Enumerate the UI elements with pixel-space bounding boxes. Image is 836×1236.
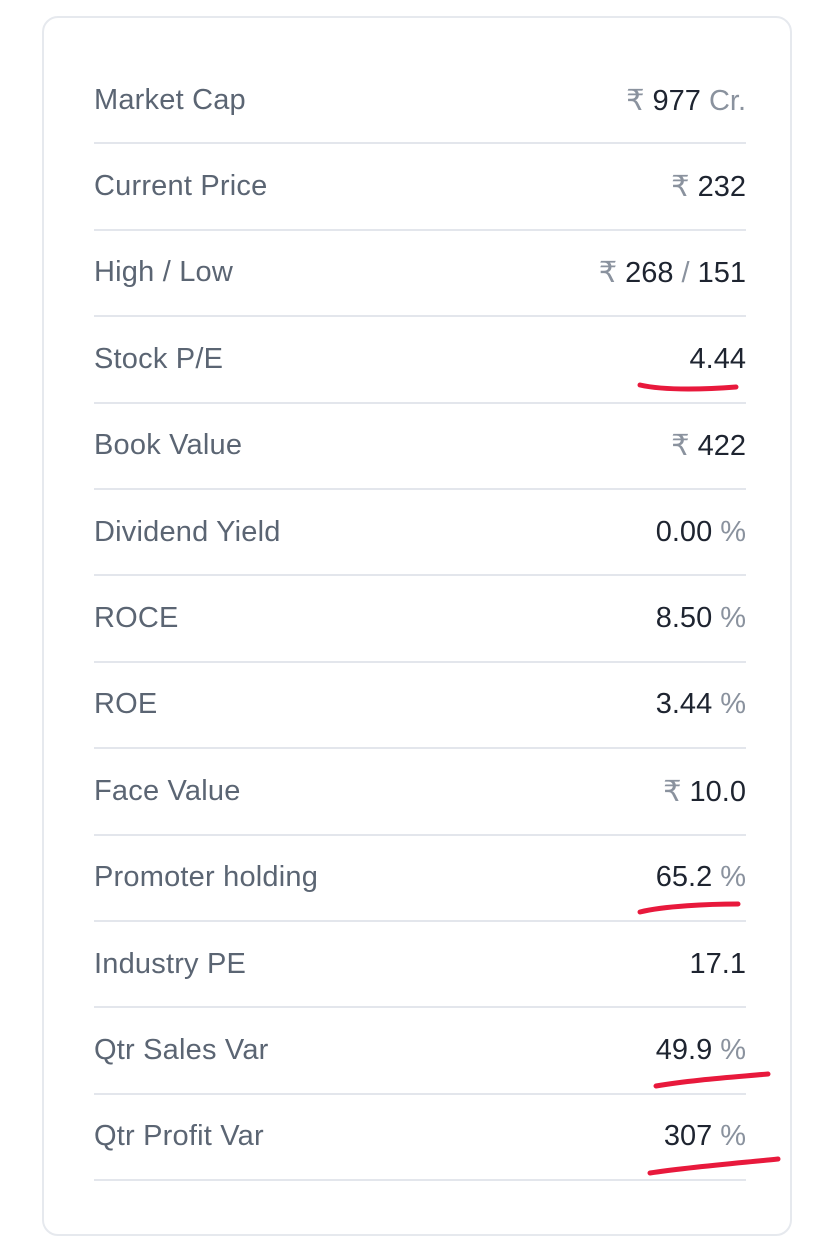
ratio-unit: % <box>720 602 746 635</box>
ratio-unit: % <box>720 861 746 894</box>
ratio-row-roe: ROE 3.44% <box>94 663 746 750</box>
ratio-label: Promoter holding <box>94 861 319 894</box>
ratio-separator: / <box>681 257 690 290</box>
ratio-value: 4.44 <box>690 343 746 376</box>
ratio-label: High / Low <box>94 256 234 289</box>
ratio-label: Book Value <box>94 429 243 462</box>
ratio-row-dividend-yield: Dividend Yield 0.00% <box>94 490 746 577</box>
ratio-number-high: 268 <box>625 257 674 290</box>
ratios-list: Market Cap ₹977 Cr. Current Price ₹232 Hi… <box>94 58 781 1182</box>
ratio-row-stock-pe: Stock P/E 4.44 <box>94 317 746 404</box>
ratio-number: 8.50 <box>655 602 713 635</box>
ratio-label: Face Value <box>94 774 241 807</box>
ratio-number: 17.1 <box>689 947 746 980</box>
ratio-row-book-value: Book Value ₹422 <box>94 404 746 490</box>
company-ratios-card: Market Cap ₹977 Cr. Current Price ₹232 Hi… <box>42 16 792 1236</box>
ratio-label: Market Cap <box>94 83 246 116</box>
rupee-symbol: ₹ <box>626 84 645 117</box>
ratio-row-high-low: High / Low ₹268/151 <box>94 231 746 318</box>
ratio-value: ₹10.0 <box>663 774 746 809</box>
ratio-label: ROCE <box>94 602 179 635</box>
ratio-value: ₹422 <box>671 428 746 463</box>
ratio-value: 3.44% <box>656 688 746 721</box>
ratio-number: 977 <box>652 84 701 117</box>
ratio-row-face-value: Face Value ₹10.0 <box>94 749 746 836</box>
ratio-value: 65.2% <box>656 861 746 894</box>
ratio-value: ₹977 Cr. <box>626 83 746 118</box>
ratio-label: Dividend Yield <box>94 515 281 548</box>
ratio-value: 0.00% <box>656 516 746 549</box>
ratio-row-promoter-holding: Promoter holding 65.2% <box>94 836 746 922</box>
ratio-label: Qtr Profit Var <box>94 1120 264 1153</box>
ratio-value: 8.50% <box>656 602 746 635</box>
ratio-unit: % <box>720 515 746 548</box>
ratio-row-roce: ROCE 8.50% <box>94 576 746 663</box>
ratio-unit: % <box>720 688 746 721</box>
rupee-symbol: ₹ <box>671 171 690 204</box>
highlight-underline <box>637 901 741 915</box>
ratio-number: 0.00 <box>655 515 713 548</box>
ratio-unit: % <box>720 1033 746 1066</box>
ratio-row-industry-pe: Industry PE 17.1 <box>94 922 746 1009</box>
ratio-row-qtr-sales-var: Qtr Sales Var 49.9% <box>94 1008 771 1095</box>
ratio-label: Qtr Sales Var <box>94 1033 269 1066</box>
ratio-label: Stock P/E <box>94 342 224 375</box>
ratio-value: 307% <box>664 1120 746 1153</box>
ratio-row-market-cap: Market Cap ₹977 Cr. <box>94 58 746 145</box>
ratio-number-low: 151 <box>697 257 746 290</box>
ratio-value: ₹232 <box>671 169 746 204</box>
ratio-number: 307 <box>663 1120 713 1153</box>
ratio-unit: % <box>720 1120 746 1153</box>
ratio-number: 10.0 <box>689 775 746 808</box>
ratio-number: 4.44 <box>689 342 746 375</box>
ratio-label: Industry PE <box>94 947 247 980</box>
ratio-label: ROE <box>94 688 158 721</box>
ratio-label: Current Price <box>94 170 268 203</box>
ratio-value: ₹268/151 <box>599 255 746 290</box>
highlight-underline <box>647 1156 781 1176</box>
rupee-symbol: ₹ <box>598 257 618 290</box>
ratio-value: 49.9% <box>656 1034 746 1067</box>
ratio-number: 65.2 <box>655 861 713 894</box>
ratio-value: 17.1 <box>690 948 746 981</box>
ratio-unit: Cr. <box>708 84 746 117</box>
ratio-number: 232 <box>697 171 746 204</box>
ratio-number: 422 <box>697 430 746 463</box>
rupee-symbol: ₹ <box>663 775 682 808</box>
rupee-symbol: ₹ <box>671 430 690 463</box>
ratio-row-qtr-profit-var: Qtr Profit Var 307% <box>94 1095 781 1182</box>
ratio-row-current-price: Current Price ₹232 <box>94 144 746 231</box>
ratio-number: 3.44 <box>655 688 713 721</box>
ratio-number: 49.9 <box>655 1033 713 1066</box>
highlight-underline <box>653 1071 771 1089</box>
highlight-underline <box>637 382 739 392</box>
